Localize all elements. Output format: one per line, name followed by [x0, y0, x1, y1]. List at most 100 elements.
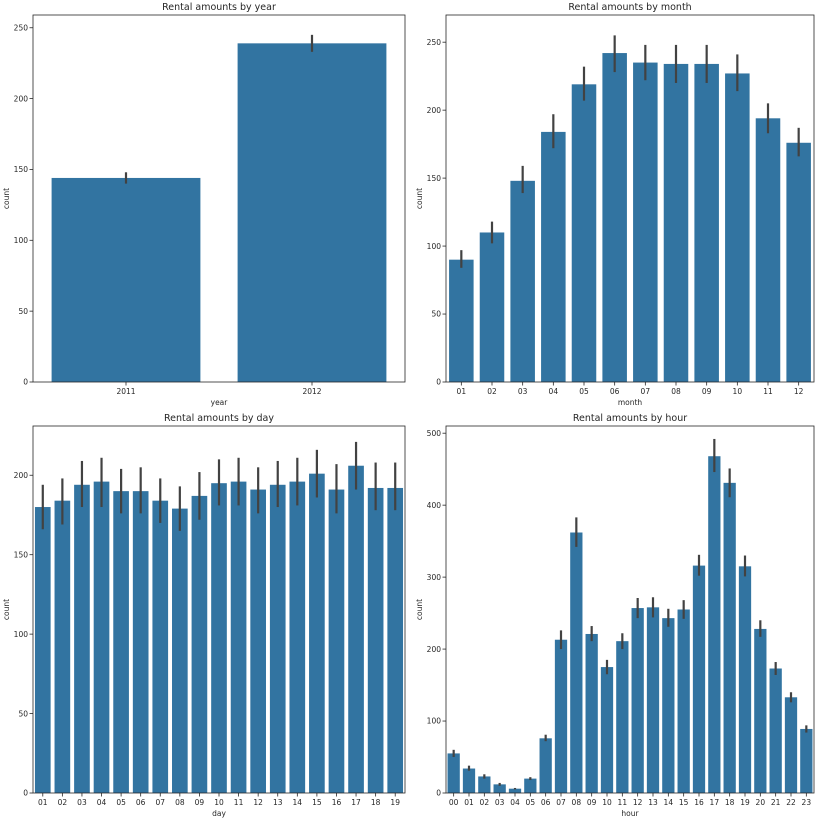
- day-bar-17: [348, 465, 364, 793]
- hour-xtick-label-23: 23: [802, 798, 812, 807]
- hour-xtick-label-17: 17: [710, 798, 720, 807]
- hour-xtick-label-12: 12: [633, 798, 643, 807]
- day-bar-14: [289, 481, 306, 793]
- day-bar-05: [113, 491, 129, 793]
- day-x-axis-label: day: [212, 809, 226, 818]
- day-bar-04: [93, 481, 110, 793]
- hour-xtick-label-04: 04: [510, 798, 520, 807]
- hour-axes-frame: [445, 425, 815, 794]
- hour-ytick-label-0: 0: [436, 789, 441, 798]
- day-bar-09: [191, 495, 208, 793]
- year-bar-2011: [51, 177, 201, 382]
- day-xtick-label-13: 13: [273, 798, 283, 807]
- month-xtick-label-04: 04: [549, 387, 559, 396]
- day-xtick-label-11: 11: [234, 798, 244, 807]
- day-bar-08: [172, 508, 188, 793]
- hour-bar-07: [554, 639, 568, 793]
- hour-y-axis-label: count: [415, 599, 424, 620]
- year-bar-2012: [237, 43, 387, 383]
- hour-bar-09: [585, 633, 598, 793]
- hour-xtick-label-13: 13: [648, 798, 658, 807]
- year-ytick-label-250: 250: [14, 23, 29, 32]
- day-bar-15: [309, 473, 325, 793]
- hour-xtick-label-03: 03: [495, 798, 505, 807]
- month-bar-02: [479, 232, 505, 382]
- year-axes-frame: [32, 14, 406, 383]
- month-bar-12: [786, 142, 811, 382]
- day-bar-13: [269, 484, 286, 793]
- month-bar-06: [602, 53, 627, 383]
- day-bar-06: [132, 491, 149, 793]
- hour-ytick-label-200: 200: [427, 645, 442, 654]
- month-axes-frame: [445, 14, 815, 383]
- month-bar-08: [663, 63, 689, 383]
- day-bar-12: [250, 489, 266, 793]
- day-xtick-label-01: 01: [38, 798, 48, 807]
- hour-xtick-label-07: 07: [556, 798, 566, 807]
- month-y-axis-label: count: [415, 188, 424, 209]
- month-xtick-label-08: 08: [671, 387, 681, 396]
- hour-ytick-label-500: 500: [427, 429, 442, 438]
- hour-xtick-label-06: 06: [541, 798, 551, 807]
- chart-panel-month: 0 50 100 150 200 250 01 02 03 04 05 06 07 08 09 10 11 12 R…: [415, 2, 815, 407]
- hour-xtick-label-08: 08: [572, 798, 582, 807]
- month-xtick-label-09: 09: [702, 387, 712, 396]
- hour-bar-21: [769, 668, 782, 793]
- hour-bar-13: [646, 607, 660, 793]
- month-bar-05: [571, 84, 597, 382]
- month-ytick-label-50: 50: [431, 310, 441, 319]
- hour-ytick-label-300: 300: [427, 573, 442, 582]
- hour-xtick-label-10: 10: [602, 798, 612, 807]
- year-x-axis-label: year: [211, 398, 229, 407]
- day-xtick-label-12: 12: [253, 798, 263, 807]
- year-ytick-label-150: 150: [14, 165, 29, 174]
- year-y-axis-label: count: [2, 188, 11, 209]
- month-bar-11: [755, 118, 781, 383]
- month-bar-10: [725, 73, 750, 382]
- month-xtick-label-11: 11: [763, 387, 773, 396]
- year-xtick-label-2012: 2012: [302, 387, 321, 396]
- day-xtick-label-15: 15: [312, 798, 322, 807]
- hour-bar-05: [524, 778, 537, 793]
- day-y-axis-label: count: [2, 599, 11, 620]
- month-xtick-label-12: 12: [794, 387, 804, 396]
- day-xtick-label-03: 03: [77, 798, 87, 807]
- day-xtick-label-10: 10: [214, 798, 224, 807]
- hour-bar-20: [754, 628, 767, 793]
- month-xtick-label-01: 01: [457, 387, 467, 396]
- hour-xtick-label-15: 15: [679, 798, 689, 807]
- month-ytick-label-200: 200: [427, 106, 442, 115]
- hour-bar-19: [738, 566, 752, 793]
- month-bar-07: [633, 62, 658, 382]
- day-bar-18: [367, 487, 384, 793]
- hour-bar-22: [784, 697, 798, 793]
- hour-bar-16: [692, 565, 706, 793]
- year-ytick-label-50: 50: [18, 307, 28, 316]
- hour-xtick-label-20: 20: [756, 798, 766, 807]
- month-chart-title: Rental amounts by month: [568, 2, 691, 13]
- year-chart-title: Rental amounts by year: [162, 2, 276, 13]
- day-ytick-label-200: 200: [14, 471, 29, 480]
- hour-bar-15: [677, 609, 690, 793]
- day-bar-11: [230, 481, 247, 793]
- hour-x-axis-label: hour: [621, 809, 639, 818]
- day-ytick-label-0: 0: [23, 789, 28, 798]
- hour-bar-10: [600, 667, 614, 793]
- month-bar-01: [449, 259, 474, 382]
- day-xtick-label-05: 05: [116, 798, 126, 807]
- month-xtick-label-02: 02: [487, 387, 497, 396]
- year-ytick-label-100: 100: [14, 236, 29, 245]
- day-bar-02: [54, 500, 71, 793]
- month-xtick-label-03: 03: [518, 387, 528, 396]
- hour-xtick-label-22: 22: [786, 798, 796, 807]
- chart-panel-hour: 0 100 200 300 400 500 00 01 02 03 04 05 06 07 08 09 10 11…: [415, 413, 815, 818]
- month-x-axis-label: month: [618, 398, 643, 407]
- day-xtick-label-08: 08: [175, 798, 185, 807]
- day-xtick-label-17: 17: [351, 798, 361, 807]
- day-bar-19: [387, 487, 404, 793]
- hour-ytick-label-100: 100: [427, 717, 442, 726]
- day-xtick-label-07: 07: [155, 798, 165, 807]
- hour-bar-02: [478, 776, 491, 793]
- month-ytick-label-150: 150: [427, 174, 442, 183]
